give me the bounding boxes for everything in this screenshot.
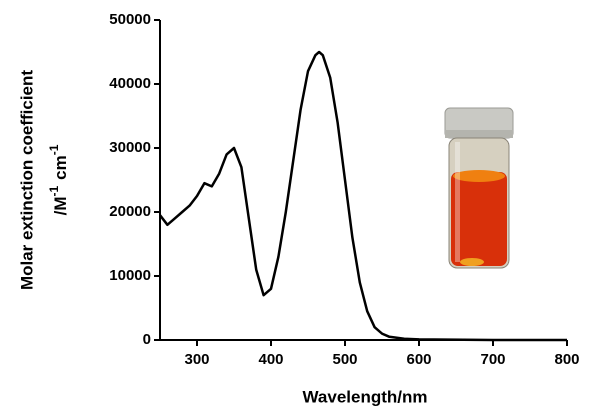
vial-photo <box>444 107 514 269</box>
x-tick-label: 300 <box>184 351 209 368</box>
y-tick-label: 40000 <box>109 75 151 92</box>
unit-part: /M <box>51 197 70 216</box>
y-tick-label: 20000 <box>109 203 151 220</box>
y-tick-label: 30000 <box>109 139 151 156</box>
y-axis-unit: /M-1cm-1 <box>47 144 70 215</box>
y-axis-label: Molar extinction coefficient <box>17 70 36 290</box>
x-tick-label: 400 <box>258 351 283 368</box>
y-tick-label: 50000 <box>109 11 151 28</box>
unit-part: -1 <box>47 186 61 197</box>
y-tick-label: 10000 <box>109 267 151 284</box>
x-tick-label: 500 <box>332 351 357 368</box>
x-tick-label: 700 <box>480 351 505 368</box>
x-tick-label: 600 <box>406 351 431 368</box>
spectrum-line <box>159 50 567 342</box>
x-axis-label: Wavelength/nm <box>303 387 428 406</box>
y-tick-label: 0 <box>143 331 151 348</box>
x-tick-label: 800 <box>554 351 579 368</box>
unit-part: -1 <box>47 144 61 155</box>
unit-part: cm <box>51 155 70 180</box>
